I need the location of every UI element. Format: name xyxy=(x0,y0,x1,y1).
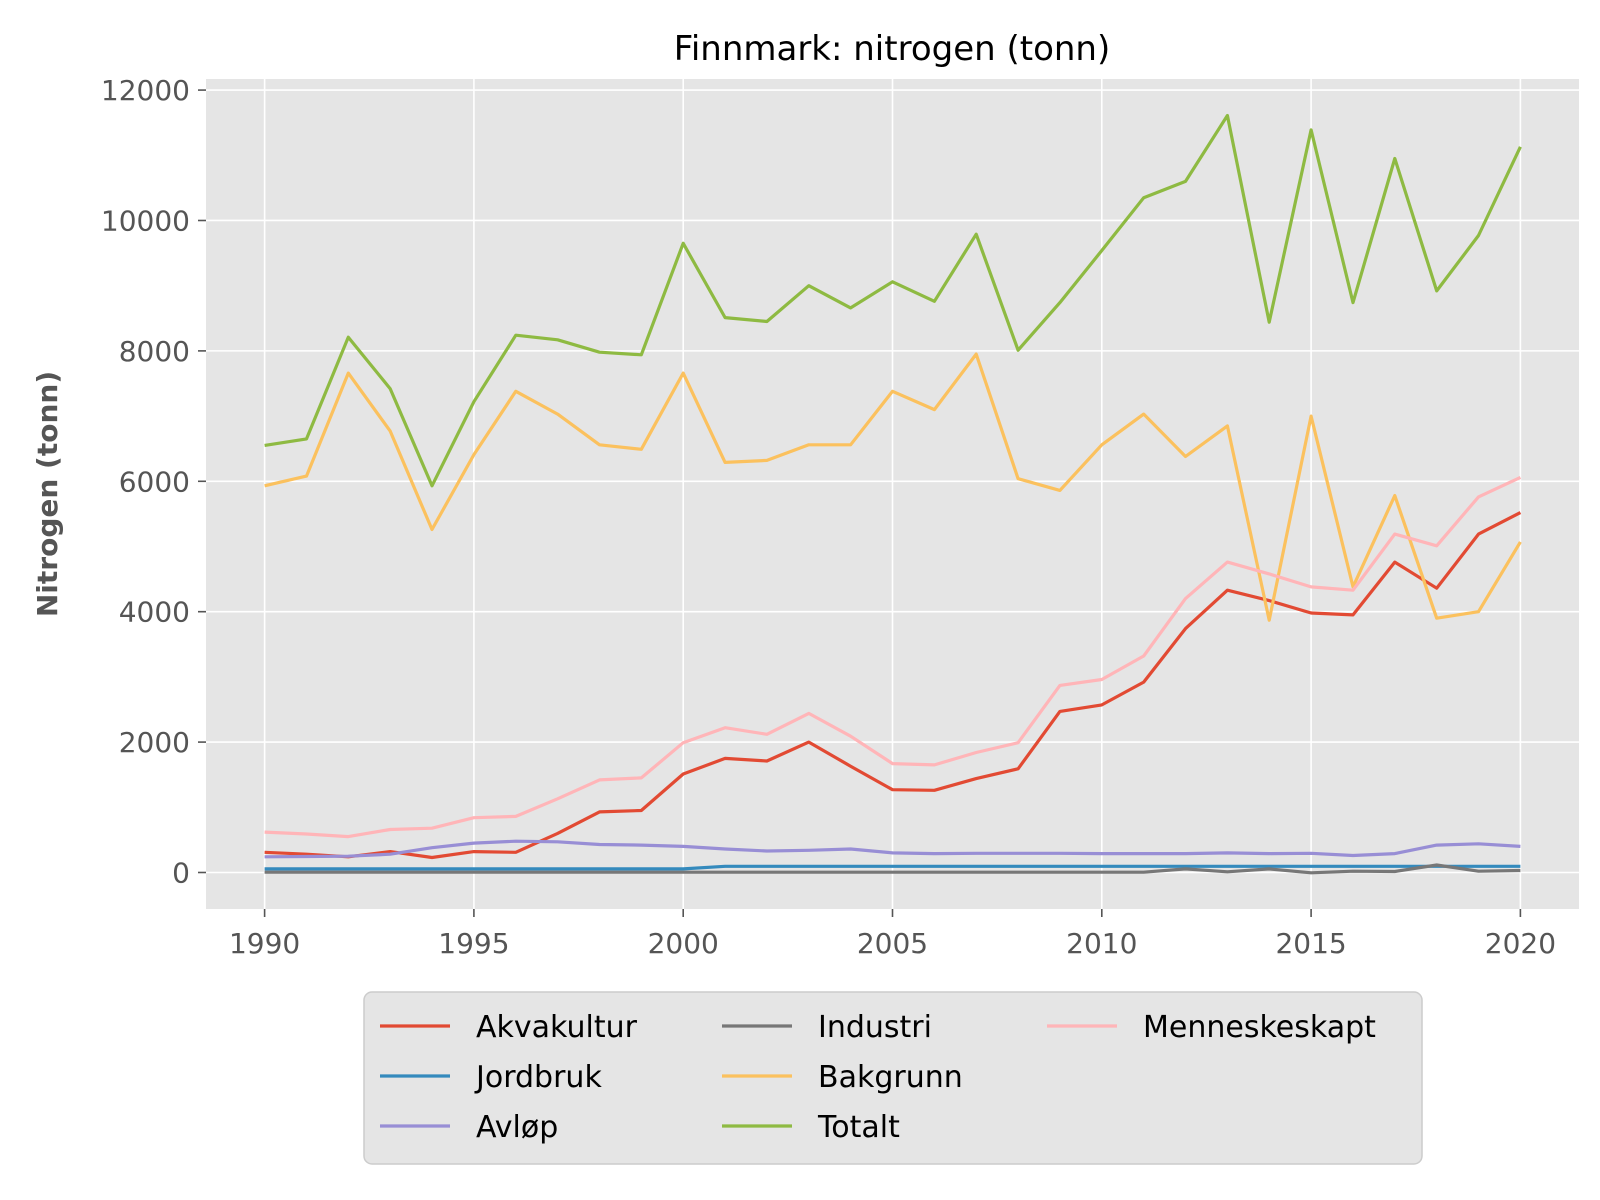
legend-label-menneskeskapt: Menneskeskapt xyxy=(1143,1010,1376,1045)
legend-label-industri: Industri xyxy=(818,1010,932,1045)
series-line-totalt xyxy=(264,113,1522,488)
x-tick-label: 2010 xyxy=(1066,927,1137,960)
x-tick-label: 2020 xyxy=(1485,927,1556,960)
series-lines xyxy=(264,113,1522,875)
y-axis: 0 2000 4000 6000 8000 10000 12000 xyxy=(101,74,206,889)
legend-label-akvakultur: Akvakultur xyxy=(476,1010,638,1045)
series-line-bakgrunn xyxy=(264,352,1522,622)
y-tick-label: 0 xyxy=(172,856,190,889)
y-tick-label: 10000 xyxy=(101,204,190,237)
x-tick-label: 2015 xyxy=(1275,927,1346,960)
legend-label-avløp: Avløp xyxy=(476,1110,558,1145)
y-tick-label: 4000 xyxy=(119,596,190,629)
legend-label-bakgrunn: Bakgrunn xyxy=(818,1060,963,1095)
legend-box xyxy=(363,991,1423,1165)
y-tick-label: 12000 xyxy=(101,74,190,107)
series-line-avløp xyxy=(264,839,1521,859)
chart-title: Finnmark: nitrogen (tonn) xyxy=(674,29,1111,69)
series-line-menneskeskapt xyxy=(264,475,1522,839)
y-tick-label: 2000 xyxy=(119,726,190,759)
series-line-akvakultur xyxy=(264,511,1522,860)
x-tick-label: 2005 xyxy=(857,927,928,960)
legend-label-jordbruk: Jordbruk xyxy=(474,1060,602,1095)
legend: Akvakultur Jordbruk Avløp Industri Bakgrunn T… xyxy=(363,991,1423,1165)
x-tick-label: 1990 xyxy=(229,927,300,960)
x-tick-label: 1995 xyxy=(438,927,509,960)
x-tick-label: 2000 xyxy=(648,927,719,960)
x-axis: 1990 1995 2000 2005 2010 2015 2020 xyxy=(229,909,1556,960)
y-tick-label: 6000 xyxy=(119,465,190,498)
series-line-industri xyxy=(264,863,1521,875)
y-axis-label: Nitrogen (tonn) xyxy=(31,371,64,617)
y-tick-label: 8000 xyxy=(119,335,190,368)
legend-label-totalt: Totalt xyxy=(817,1110,900,1145)
series-line-jordbruk xyxy=(264,864,1521,871)
